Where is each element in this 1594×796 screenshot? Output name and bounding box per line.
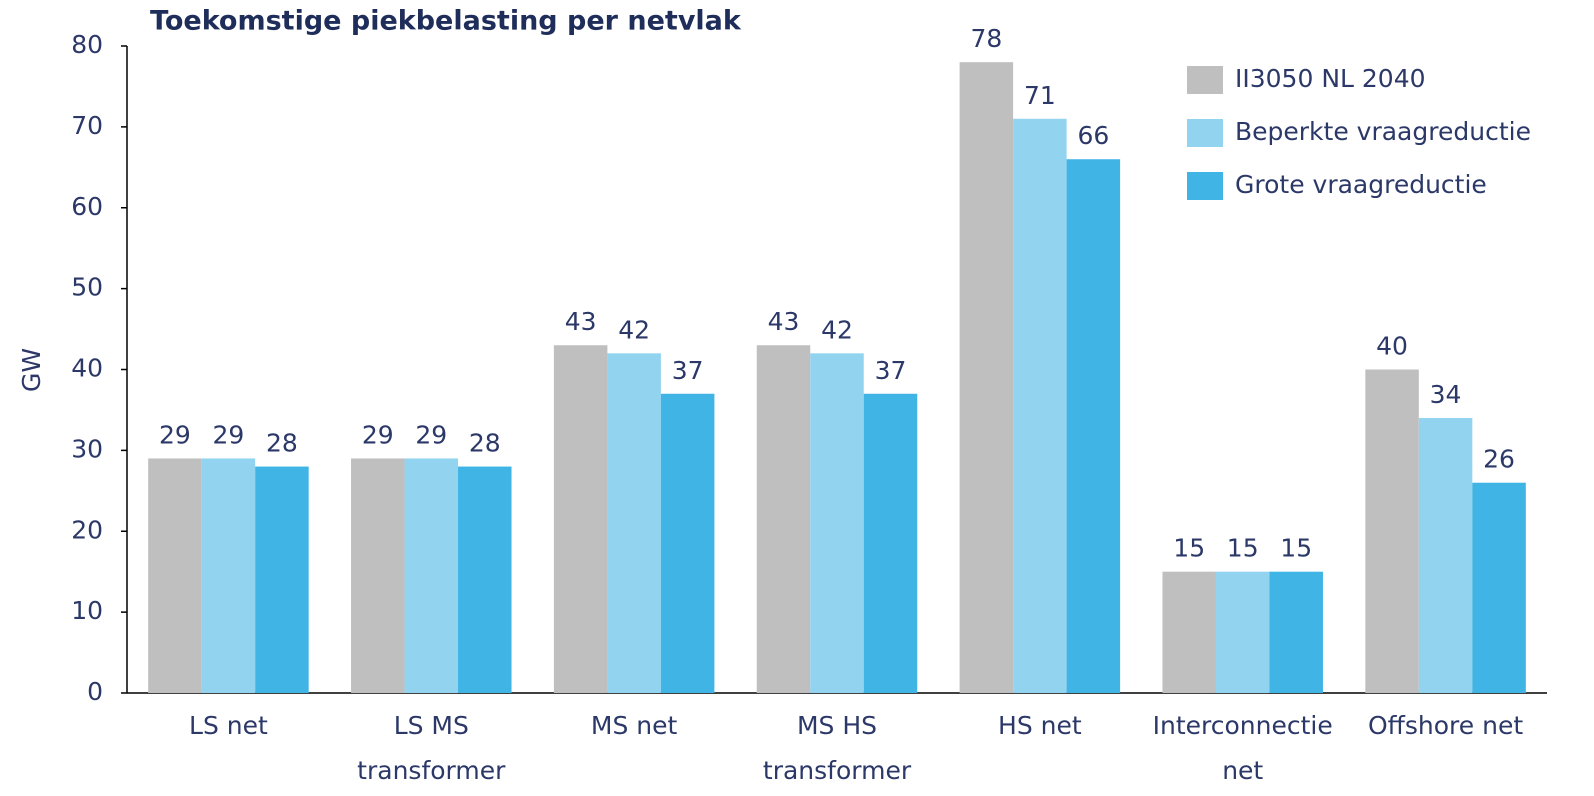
legend-label: Beperkte vraagreductie	[1235, 117, 1531, 146]
bar	[810, 353, 864, 693]
data-label: 28	[266, 429, 298, 458]
data-label: 37	[672, 356, 704, 385]
data-label: 29	[362, 420, 394, 449]
data-label: 42	[821, 315, 853, 344]
bar	[1066, 159, 1121, 694]
data-label: 34	[1430, 380, 1462, 409]
y-tick-label: 10	[71, 596, 103, 625]
x-tick-label: transformer	[763, 756, 912, 785]
bar	[351, 458, 405, 693]
x-tick-label: MS net	[591, 711, 678, 740]
x-tick-label: Interconnectie	[1153, 711, 1333, 740]
bar	[1013, 118, 1067, 694]
legend-swatch	[1187, 66, 1223, 94]
bar	[660, 393, 715, 693]
data-label: 43	[768, 307, 800, 336]
data-label: 26	[1483, 445, 1515, 474]
bar	[1162, 571, 1216, 693]
bar	[1472, 482, 1526, 693]
bar	[201, 458, 256, 693]
legend-label: Grote vraagreductie	[1235, 170, 1487, 199]
x-tick-label: net	[1222, 756, 1263, 785]
x-tick-label: Offshore net	[1368, 711, 1523, 740]
bar	[1215, 571, 1270, 693]
data-label: 29	[213, 420, 245, 449]
bar	[148, 458, 202, 693]
data-label: 78	[970, 24, 1002, 53]
bar	[553, 345, 608, 693]
y-tick-label: 30	[71, 434, 103, 463]
y-tick-label: 80	[71, 30, 103, 59]
x-tick-label: transformer	[357, 756, 506, 785]
bar	[959, 62, 1014, 694]
data-label: 42	[618, 315, 650, 344]
x-tick-label: LS net	[189, 711, 268, 740]
y-tick-label: 70	[71, 111, 103, 140]
data-label: 15	[1227, 534, 1259, 563]
y-axis-label: GW	[17, 348, 46, 392]
legend-swatch	[1187, 119, 1223, 147]
y-tick-label: 60	[71, 192, 103, 221]
data-label: 43	[565, 307, 597, 336]
data-label: 66	[1077, 121, 1109, 150]
y-tick-label: 50	[71, 273, 103, 302]
y-tick-label: 40	[71, 354, 103, 383]
data-label: 15	[1173, 534, 1205, 563]
bar	[404, 458, 459, 693]
bar	[1269, 571, 1323, 693]
x-tick-label: LS MS	[394, 711, 469, 740]
data-label: 71	[1024, 81, 1056, 110]
bar	[1365, 369, 1419, 693]
x-tick-label: HS net	[998, 711, 1082, 740]
data-label: 28	[469, 429, 501, 458]
data-label: 29	[415, 420, 447, 449]
y-tick-label: 20	[71, 515, 103, 544]
y-tick-label: 0	[87, 677, 103, 706]
legend-label: II3050 NL 2040	[1235, 64, 1426, 93]
bar	[458, 466, 512, 693]
data-label: 37	[875, 356, 907, 385]
bar	[607, 353, 661, 693]
chart-title: Toekomstige piekbelasting per netvlak	[150, 6, 742, 37]
data-label: 29	[159, 420, 191, 449]
bar	[756, 345, 811, 693]
data-label: 15	[1280, 534, 1312, 563]
bar	[863, 393, 918, 693]
data-label: 40	[1376, 332, 1408, 361]
bar	[255, 466, 309, 693]
bar	[1418, 418, 1473, 693]
legend-swatch	[1187, 172, 1223, 200]
x-tick-label: MS HS	[797, 711, 877, 740]
